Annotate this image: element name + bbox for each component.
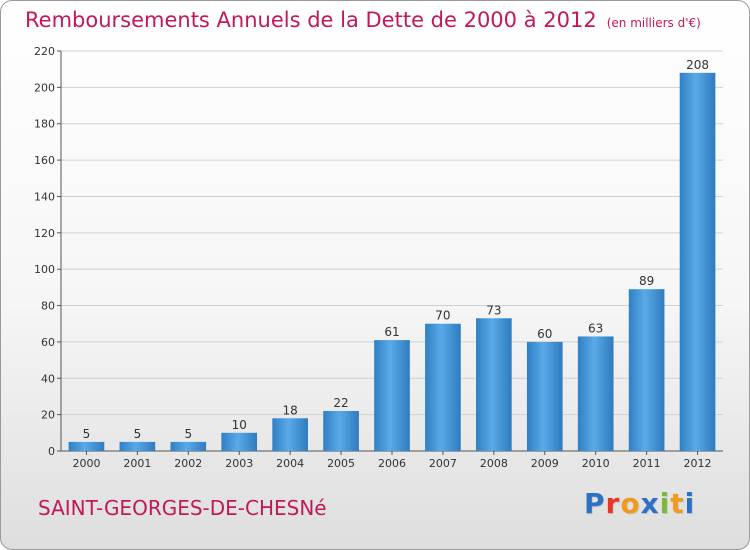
bar xyxy=(119,441,156,451)
y-tick-label: 60 xyxy=(41,336,55,349)
bar xyxy=(628,289,665,451)
bar xyxy=(374,340,410,451)
bar-value-label: 73 xyxy=(486,303,501,317)
logo-letter: o xyxy=(620,487,641,520)
x-tick-label: 2006 xyxy=(378,457,406,470)
bar xyxy=(577,336,614,451)
bar-value-label: 5 xyxy=(134,427,142,441)
logo-letter: P xyxy=(584,487,606,520)
proxiti-logo: Proxiti xyxy=(584,487,695,520)
y-tick-label: 200 xyxy=(34,81,55,94)
x-tick-label: 2004 xyxy=(276,457,304,470)
bar-value-label: 61 xyxy=(384,325,399,339)
x-tick-label: 2002 xyxy=(174,457,202,470)
y-tick-label: 0 xyxy=(48,445,55,458)
chart-subtitle: (en milliers d'€) xyxy=(606,16,701,30)
x-tick-label: 2001 xyxy=(123,457,151,470)
bar-value-label: 18 xyxy=(283,403,298,417)
chart-title-text: Remboursements Annuels de la Dette de 20… xyxy=(25,8,597,32)
logo-letter: r xyxy=(605,487,621,520)
x-tick-label: 2012 xyxy=(684,457,712,470)
bar-value-label: 5 xyxy=(184,427,192,441)
chart-title: Remboursements Annuels de la Dette de 20… xyxy=(25,8,701,32)
x-tick-label: 2005 xyxy=(327,457,355,470)
logo-letter: t xyxy=(670,487,685,520)
y-tick-label: 100 xyxy=(34,263,55,276)
bar xyxy=(68,441,105,451)
y-tick-label: 80 xyxy=(41,300,55,313)
x-tick-label: 2008 xyxy=(480,457,508,470)
bar-value-label: 22 xyxy=(333,396,348,410)
bar-value-label: 208 xyxy=(686,58,709,72)
logo-letter: x xyxy=(640,487,660,520)
x-tick-label: 2010 xyxy=(582,457,610,470)
logo-letter: i xyxy=(684,487,696,520)
labels: 0 20 40 60 80 100 120 140 160 180 200 220 5 2000 5 2001… xyxy=(34,45,712,470)
bar-value-label: 63 xyxy=(588,321,603,335)
y-tick-label: 160 xyxy=(34,154,55,167)
bar xyxy=(323,411,359,451)
bar-value-label: 70 xyxy=(435,309,450,323)
x-tick-label: 2011 xyxy=(633,457,661,470)
bar-value-label: 60 xyxy=(537,327,552,341)
bar xyxy=(476,318,512,451)
x-tick-label: 2003 xyxy=(225,457,253,470)
y-tick-label: 20 xyxy=(41,409,55,422)
x-tick-label: 2000 xyxy=(72,457,100,470)
y-tick-label: 120 xyxy=(34,227,55,240)
y-tick-label: 220 xyxy=(34,45,55,58)
bar xyxy=(221,432,258,451)
bar xyxy=(679,72,716,452)
y-tick-label: 140 xyxy=(34,190,55,203)
y-tick-label: 40 xyxy=(41,372,55,385)
bar-value-label: 89 xyxy=(639,274,654,288)
x-tick-label: 2007 xyxy=(429,457,457,470)
bar xyxy=(170,441,207,451)
bar xyxy=(425,323,461,451)
bar-value-label: 5 xyxy=(83,427,91,441)
bar xyxy=(526,341,563,451)
logo-letter: i xyxy=(659,487,671,520)
commune-name: SAINT-GEORGES-DE-CHESNé xyxy=(38,496,327,520)
bars xyxy=(68,72,716,452)
bar-value-label: 10 xyxy=(232,418,247,432)
y-tick-label: 180 xyxy=(34,118,55,131)
x-tick-label: 2009 xyxy=(531,457,559,470)
bar xyxy=(272,418,308,451)
